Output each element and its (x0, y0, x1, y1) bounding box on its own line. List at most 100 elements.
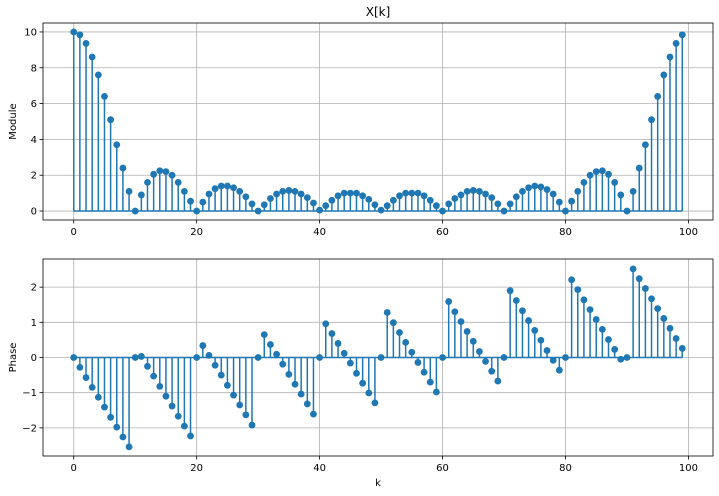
phase-marker (451, 308, 459, 316)
module-marker (445, 200, 453, 208)
module-marker (131, 207, 139, 215)
module-marker (537, 183, 545, 191)
module-x-tick-label: 60 (436, 227, 449, 238)
module-marker (193, 207, 201, 215)
phase-marker (549, 356, 557, 364)
phase-marker (476, 348, 483, 355)
module-marker (623, 207, 631, 215)
phase-marker (408, 348, 416, 356)
module-marker (641, 141, 649, 149)
phase-marker (543, 347, 551, 354)
module-marker (224, 182, 231, 190)
phase-marker (279, 360, 287, 368)
module-marker (476, 187, 483, 195)
phase-marker (334, 340, 342, 347)
module-marker (328, 196, 336, 204)
phase-marker (555, 366, 563, 374)
phase-x-tick-label: 20 (190, 463, 203, 474)
module-y-tick-label: 8 (31, 63, 37, 74)
module-marker (598, 167, 606, 175)
module-marker (162, 168, 170, 176)
phase-marker (113, 423, 121, 431)
module-y-tick-label: 6 (31, 99, 37, 110)
module-y-tick-label: 4 (31, 135, 37, 146)
phase-marker (260, 331, 268, 339)
module-marker (555, 198, 563, 206)
module-axes-frame (42, 22, 714, 221)
phase-marker (248, 421, 256, 429)
module-marker (211, 185, 219, 193)
phase-marker (322, 320, 330, 328)
phase-y-tick-label: 1 (31, 318, 37, 329)
phase-marker (162, 392, 170, 400)
phase-marker (654, 305, 662, 313)
module-marker (580, 178, 588, 186)
phase-marker (420, 368, 428, 376)
module-marker (605, 170, 612, 178)
phase-marker (426, 378, 434, 386)
phase-panel: 0 20 40 60 80 100 −2 −1 0 1 2 Phase k (8, 258, 714, 489)
phase-marker (660, 315, 668, 322)
module-marker (586, 171, 594, 179)
phase-marker (365, 389, 373, 397)
module-marker (199, 198, 207, 206)
phase-marker (617, 355, 625, 363)
phase-marker (217, 371, 225, 379)
module-marker (322, 202, 330, 210)
module-marker (279, 187, 287, 195)
module-marker (371, 201, 379, 209)
module-marker (543, 186, 551, 193)
module-marker (346, 189, 354, 197)
phase-marker (359, 379, 367, 387)
module-marker (549, 190, 557, 198)
module-marker (137, 191, 145, 199)
phase-marker (383, 309, 391, 316)
module-x-tick-label: 0 (71, 227, 77, 238)
module-x-tick-label: 80 (559, 227, 572, 238)
module-marker (76, 31, 84, 39)
phase-marker (88, 384, 96, 391)
module-marker (451, 195, 459, 202)
module-marker (303, 194, 311, 202)
phase-marker (568, 276, 576, 284)
module-marker (488, 194, 496, 202)
phase-marker (285, 370, 293, 378)
module-marker (611, 178, 619, 186)
phase-x-axis-label: k (375, 478, 381, 489)
phase-y-tick-label: −2 (22, 423, 37, 434)
module-title: X[k] (366, 5, 391, 19)
phase-marker (445, 298, 453, 305)
module-marker (654, 93, 662, 100)
module-marker (94, 71, 102, 79)
phase-marker (623, 354, 631, 361)
module-marker (70, 28, 78, 36)
module-marker (125, 187, 133, 195)
phase-marker (512, 297, 520, 304)
phase-marker (580, 296, 588, 304)
module-marker (463, 187, 471, 195)
phase-marker (648, 295, 655, 303)
phase-marker (168, 402, 176, 410)
module-x-tick-label: 100 (679, 227, 698, 238)
module-marker (82, 40, 90, 47)
module-marker (353, 189, 360, 197)
module-x-tick-label: 40 (313, 227, 326, 238)
phase-marker (574, 286, 582, 294)
module-marker (420, 192, 428, 200)
module-marker (230, 184, 237, 192)
module-marker (562, 207, 569, 215)
phase-marker (389, 319, 397, 327)
module-marker (236, 187, 244, 195)
module-marker (340, 189, 348, 197)
phase-marker (70, 354, 78, 361)
phase-stems (70, 265, 686, 451)
phase-marker (230, 391, 237, 399)
module-marker (389, 196, 397, 204)
module-marker (666, 53, 674, 61)
phase-marker (297, 390, 305, 398)
phase-marker (678, 344, 686, 352)
module-marker (519, 187, 526, 195)
module-marker (248, 200, 256, 208)
phase-marker (396, 329, 403, 336)
